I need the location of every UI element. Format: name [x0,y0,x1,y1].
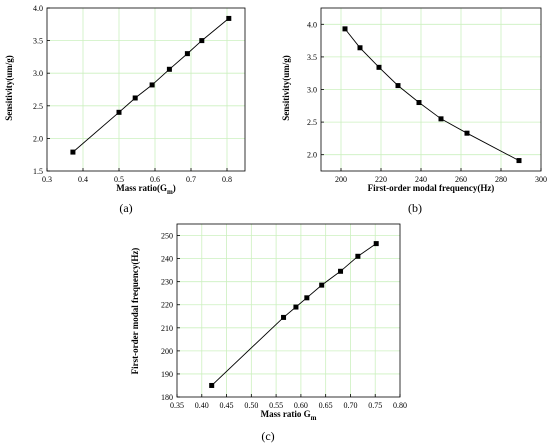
y-tick-label: 200 [161,347,173,356]
x-axis-title-subscript: m [167,188,173,196]
y-tick-label: 190 [161,370,173,379]
data-point [166,66,172,72]
panel-label: (b) [408,201,422,215]
data-point [355,253,361,259]
data-point [373,241,379,247]
data-point [132,95,138,101]
y-tick-label: 3.5 [33,37,43,46]
data-point [281,314,287,320]
y-tick-label: 2.0 [307,151,317,160]
y-tick-label: 250 [161,232,173,241]
x-tick-label: 0.6 [150,175,160,184]
data-point [342,26,348,32]
x-tick-label: 0.40 [195,401,209,410]
chart-panel-a: 0.3 0.4 0.5 0.6 0.7 0.8 1.5 2.0 2.5 3.0 3.5 4.0 Mass… [4,4,246,215]
data-point [226,15,232,21]
x-tick-label: 260 [455,175,467,184]
plot-frame [176,223,401,398]
data-point [70,149,76,155]
data-point [395,83,401,89]
x-tick-label: 0.80 [393,401,407,410]
data-point [516,158,522,164]
data-point [149,82,155,88]
x-tick-label: 0.65 [319,401,333,410]
y-axis-title: First-order modal frequency(Hz) [130,248,140,375]
data-point [464,130,470,136]
x-tick-label: 0.70 [343,401,357,410]
data-point [438,116,444,122]
panel-label: (a) [119,201,132,215]
data-point [319,282,325,288]
data-point [184,51,190,57]
x-tick-label: 0.45 [220,401,234,410]
x-tick-label: 300 [535,175,547,184]
data-point [116,109,122,115]
y-tick-label: 1.5 [33,167,43,176]
y-tick-label: 3.0 [307,86,317,95]
data-point [293,304,299,310]
data-point [376,64,382,70]
y-tick-label: 3.0 [33,69,43,78]
x-tick-label: 0.5 [114,175,124,184]
data-point [338,268,344,274]
x-tick-label: 0.60 [294,401,308,410]
data-point [209,382,215,388]
data-point [304,295,310,301]
y-tick-label: 220 [161,301,173,310]
panel-label: (c) [261,429,274,443]
chart-panel-b: 200 220 240 260 280 300 2.0 2.5 3.0 3.5 4.0 First-o… [281,7,547,215]
y-tick-label: 240 [161,255,173,264]
y-tick-label: 180 [161,393,173,402]
x-tick-label: 0.35 [170,401,184,410]
chart-panel-c: 0.35 0.40 0.45 0.50 0.55 0.60 0.65 0.70 0.75 0.80… [130,223,407,443]
x-axis-title-main: Mass ratio(G [116,183,167,193]
y-tick-label: 2.0 [33,134,43,143]
data-point [199,38,205,44]
y-tick-label: 4.0 [307,20,317,29]
y-axis-title: Sensitivity(um/g) [281,55,291,121]
x-tick-label: 0.3 [42,175,52,184]
data-point [357,45,363,51]
x-axis-title: First-order modal frequency(Hz) [368,183,495,193]
x-tick-label: 240 [415,175,427,184]
plot-frame [46,7,246,172]
y-tick-label: 2.5 [307,118,317,127]
series-line [344,28,520,161]
x-tick-label: 0.75 [368,401,382,410]
series-line [211,243,377,386]
data-point [416,100,422,106]
x-axis-title: Mass ratio Gm [261,409,317,422]
x-tick-label: 200 [335,175,347,184]
y-tick-label: 210 [161,324,173,333]
x-tick-label: 220 [375,175,387,184]
y-tick-label: 3.5 [307,53,317,62]
x-axis-title-main: First-order modal frequency(Hz) [368,183,495,193]
x-tick-label: 0.8 [222,175,232,184]
x-tick-label: 0.50 [244,401,258,410]
x-axis-title-subscript: m [311,414,317,422]
x-axis-title-suffix: ) [173,183,176,193]
y-tick-label: 4.0 [33,4,43,13]
y-axis-title: Sensitivity(um/g) [4,55,14,121]
y-tick-label: 230 [161,278,173,287]
y-tick-label: 2.5 [33,102,43,111]
x-tick-label: 0.4 [78,175,88,184]
x-tick-label: 0.7 [186,175,196,184]
x-tick-label: 0.55 [269,401,283,410]
x-tick-label: 280 [495,175,507,184]
x-axis-title: Mass ratio(Gm) [116,183,176,196]
x-axis-title-main: Mass ratio G [261,409,311,419]
